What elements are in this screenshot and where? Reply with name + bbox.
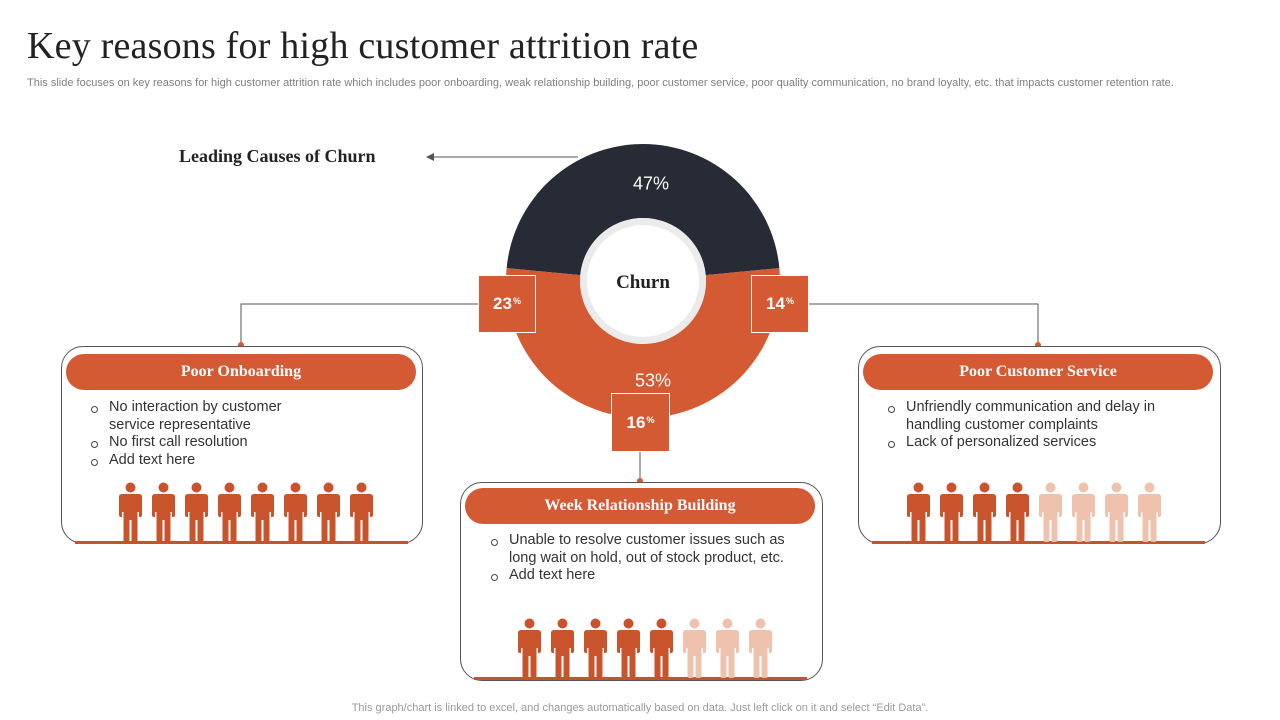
bullet-item: Add text here	[89, 452, 319, 470]
person-icon	[218, 482, 241, 542]
connector-right	[809, 303, 1039, 345]
person-icon	[551, 618, 574, 678]
person-icon	[317, 482, 340, 542]
person-icon	[683, 618, 706, 678]
person-icon	[584, 618, 607, 678]
breakdown-unit: %	[512, 296, 521, 306]
donut-slice	[506, 144, 780, 276]
bullet-item: No interaction by customer service repre…	[89, 399, 319, 434]
footer-note: This graph/chart is linked to excel, and…	[351, 702, 929, 714]
person-icon	[1138, 482, 1161, 542]
breakdown-unit: %	[646, 414, 655, 425]
person-icon	[185, 482, 208, 542]
person-icon	[973, 482, 996, 542]
people-icons	[906, 482, 1162, 542]
bullet-item: No first call resolution	[89, 434, 319, 452]
breakdown-value: 23	[493, 294, 512, 313]
person-icon	[1105, 482, 1128, 542]
donut-center-label: Churn	[616, 272, 670, 293]
person-icon	[650, 618, 673, 678]
donut-chart	[506, 144, 780, 419]
person-icon	[350, 482, 373, 542]
breakdown-value: 16	[626, 412, 646, 432]
breakdown-box-left: 23%	[478, 275, 536, 333]
bullet-item: Lack of personalized services	[886, 434, 1176, 452]
person-icon	[1039, 482, 1062, 542]
page-subtitle: This slide focuses on key reasons for hi…	[27, 77, 1174, 89]
person-icon	[617, 618, 640, 678]
person-icon	[716, 618, 739, 678]
card-bullets: Unfriendly communication and delay in ha…	[886, 399, 1176, 452]
people-icons	[118, 482, 374, 542]
donut-slice-label: 53%	[635, 371, 671, 391]
breakdown-unit: %	[785, 296, 794, 306]
donut-slice	[506, 268, 780, 419]
card-bullets: No interaction by customer service repre…	[89, 399, 319, 469]
breakdown-box-bottom: 16%	[611, 393, 670, 452]
bullet-item: Add text here	[489, 567, 799, 585]
person-icon	[940, 482, 963, 542]
person-icon	[1006, 482, 1029, 542]
leading-arrow-head	[426, 153, 434, 161]
people-icons	[517, 618, 773, 678]
donut-slice-label: 47%	[633, 173, 669, 193]
card-bullets: Unable to resolve customer issues such a…	[489, 532, 799, 585]
person-icon	[1072, 482, 1095, 542]
card-heading: Week Relationship Building	[465, 488, 815, 524]
card-underline	[474, 677, 807, 680]
card-underline	[75, 541, 408, 544]
person-icon	[152, 482, 175, 542]
card-underline	[872, 541, 1205, 544]
bullet-item: Unable to resolve customer issues such a…	[489, 532, 799, 567]
card-heading: Poor Customer Service	[863, 354, 1213, 390]
person-icon	[251, 482, 274, 542]
card-heading: Poor Onboarding	[66, 354, 416, 390]
bullet-item: Unfriendly communication and delay in ha…	[886, 399, 1176, 434]
breakdown-box-right: 14%	[751, 275, 809, 333]
person-icon	[284, 482, 307, 542]
person-icon	[119, 482, 142, 542]
page-title: Key reasons for high customer attrition …	[27, 25, 699, 67]
leading-causes-label: Leading Causes of Churn	[179, 146, 376, 166]
person-icon	[518, 618, 541, 678]
person-icon	[907, 482, 930, 542]
donut-center-fill	[587, 225, 699, 337]
breakdown-value: 14	[766, 294, 785, 313]
connector-left	[240, 303, 479, 345]
person-icon	[749, 618, 772, 678]
donut-labels: 47% 53%	[633, 173, 671, 390]
